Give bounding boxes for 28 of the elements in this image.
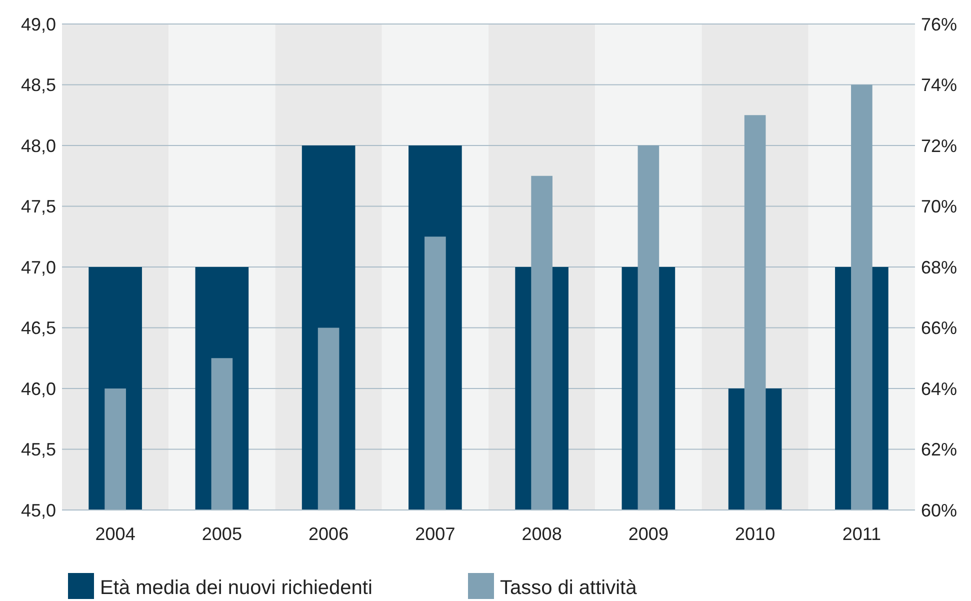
- y2-tick-label: 76%: [921, 14, 958, 34]
- x-tick-label: 2011: [842, 524, 882, 544]
- x-tick-label: 2004: [95, 524, 136, 544]
- y-tick-label: 46,0: [20, 378, 56, 399]
- y2-tick-label: 64%: [921, 378, 958, 399]
- y2-tick-label: 68%: [921, 257, 958, 278]
- y2-tick-label: 66%: [921, 318, 958, 338]
- y-tick-label: 47,0: [20, 257, 56, 278]
- x-tick-label: 2010: [735, 524, 776, 544]
- y-tick-label: 48,5: [20, 75, 56, 96]
- legend-label: Tasso di attività: [500, 577, 638, 599]
- y-tick-label: 47,5: [20, 196, 56, 217]
- y-tick-label: 49,0: [20, 14, 56, 34]
- y-tick-label: 46,5: [20, 318, 56, 338]
- x-tick-label: 2008: [522, 524, 562, 544]
- y-tick-label: 45,0: [20, 500, 56, 520]
- x-tick-label: 2009: [628, 524, 668, 544]
- x-tick-label: 2006: [308, 524, 349, 544]
- y-tick-label: 48,0: [20, 136, 56, 156]
- legend-label: Età media dei nuovi richiedenti: [100, 577, 372, 599]
- y2-tick-label: 70%: [921, 196, 958, 217]
- x-tick-label: 2005: [202, 524, 242, 544]
- y-tick-label: 45,5: [20, 440, 56, 460]
- y2-tick-label: 72%: [921, 136, 958, 156]
- y2-tick-label: 60%: [921, 500, 958, 520]
- y2-tick-label: 74%: [921, 75, 958, 96]
- x-tick-label: 2007: [415, 524, 456, 544]
- y2-tick-label: 62%: [921, 440, 958, 460]
